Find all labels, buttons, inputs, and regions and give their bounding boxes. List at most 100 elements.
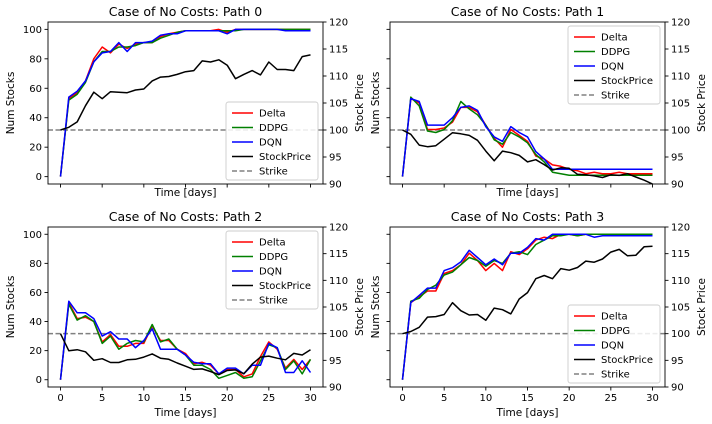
- y-tick-label: 40: [29, 317, 42, 328]
- x-tick-label: 10: [479, 393, 492, 404]
- y-right-tick-label: 115: [671, 45, 690, 56]
- y-right-tick-label: 120: [329, 18, 348, 29]
- x-axis-label: Time [days]: [495, 187, 558, 199]
- series-line-stockprice: [59, 333, 311, 376]
- y-tick-label: 100: [23, 25, 42, 36]
- chart-title: Case of No Costs: Path 1: [451, 4, 604, 19]
- chart-panel-0: 0 20 40 60 80 100 90 95 100 105 110 115 120 Case of N…: [5, 4, 366, 199]
- legend-label-delta: Delta: [259, 238, 286, 249]
- y-right-tick-label: 90: [671, 180, 684, 191]
- legend-box: [567, 304, 661, 384]
- legend-label-delta: Delta: [601, 33, 628, 44]
- legend: Delta DDPG DQN StockPrice Strike: [225, 101, 319, 181]
- y-right-axis-label: Stock Price: [696, 74, 708, 132]
- series-line-delta: [59, 301, 312, 380]
- x-tick-label: 30: [646, 393, 659, 404]
- series-line-stockprice: [60, 54, 311, 131]
- legend-label-stockprice: StockPrice: [601, 76, 653, 87]
- legend-label-stockprice: StockPrice: [601, 355, 653, 366]
- legend-box: [225, 101, 319, 181]
- y-tick-label: 0: [36, 172, 42, 183]
- chart-title: Case of No Costs: Path 3: [451, 209, 604, 224]
- y-right-tick-label: 115: [329, 249, 348, 260]
- legend-label-ddpg: DDPG: [601, 326, 630, 337]
- x-tick-label: 5: [441, 393, 447, 404]
- x-tick-label: 10: [137, 393, 150, 404]
- legend-label-dqn: DQN: [259, 267, 282, 278]
- y-right-tick-label: 120: [671, 223, 690, 234]
- y-right-tick-label: 120: [671, 18, 690, 29]
- x-tick-label: 20: [563, 393, 576, 404]
- series-line-dqn: [59, 28, 311, 177]
- legend-label-stockprice: StockPrice: [259, 152, 311, 163]
- legend-label-dqn: DQN: [601, 62, 624, 73]
- y-right-axis-label: Stock Price: [354, 74, 366, 132]
- y-right-tick-label: 100: [671, 126, 690, 137]
- legend-label-delta: Delta: [601, 312, 628, 323]
- y-right-tick-label: 95: [671, 153, 684, 164]
- legend: Delta DDPG DQN StockPrice Strike: [225, 230, 319, 310]
- legend: Delta DDPG DQN StockPrice Strike: [567, 304, 661, 384]
- y-right-tick-label: 95: [329, 356, 342, 367]
- legend: Delta DDPG DQN StockPrice Strike: [567, 25, 661, 105]
- y-right-tick-label: 120: [329, 223, 348, 234]
- series-line-stockprice: [402, 129, 653, 185]
- legend-label-strike: Strike: [259, 167, 288, 178]
- legend-label-delta: Delta: [259, 109, 286, 120]
- legend-label-ddpg: DDPG: [259, 123, 288, 134]
- y-axis-label: Num Stocks: [5, 72, 17, 135]
- series-line-stockprice: [402, 245, 653, 335]
- y-right-tick-label: 100: [329, 126, 348, 137]
- chart-title: Case of No Costs: Path 0: [109, 4, 262, 19]
- x-tick-label: 25: [604, 393, 617, 404]
- y-tick-label: 0: [36, 375, 42, 386]
- legend-label-strike: Strike: [259, 296, 288, 307]
- x-tick-label: 15: [521, 393, 534, 404]
- series-line-dqn: [401, 97, 653, 177]
- y-axis-label: Num Stocks: [5, 276, 17, 339]
- x-axis-label: Time [days]: [153, 187, 216, 199]
- x-tick-label: 25: [262, 393, 275, 404]
- legend-label-strike: Strike: [601, 91, 630, 102]
- y-right-axis-label: Stock Price: [696, 278, 708, 336]
- y-tick-label: 80: [29, 54, 42, 65]
- legend-label-ddpg: DDPG: [601, 47, 630, 58]
- y-right-tick-label: 105: [329, 99, 348, 110]
- x-axis-label: Time [days]: [153, 407, 216, 419]
- y-tick-label: 60: [29, 84, 42, 95]
- y-right-tick-label: 105: [671, 303, 690, 314]
- y-right-tick-label: 115: [671, 249, 690, 260]
- legend-label-strike: Strike: [601, 370, 630, 381]
- legend-label-dqn: DQN: [601, 341, 624, 352]
- x-tick-label: 30: [304, 393, 317, 404]
- legend-box: [567, 25, 661, 105]
- y-right-tick-label: 110: [671, 72, 690, 83]
- series-line-ddpg: [59, 303, 312, 380]
- x-tick-label: 5: [99, 393, 105, 404]
- y-right-tick-label: 100: [329, 329, 348, 340]
- y-tick-label: 100: [23, 230, 42, 241]
- y-right-tick-label: 115: [329, 45, 348, 56]
- y-right-tick-label: 105: [329, 303, 348, 314]
- x-tick-label: 20: [221, 393, 234, 404]
- y-right-tick-label: 95: [329, 153, 342, 164]
- y-tick-label: 20: [29, 346, 42, 357]
- y-right-tick-label: 100: [671, 329, 690, 340]
- y-tick-label: 40: [29, 113, 42, 124]
- y-right-tick-label: 95: [671, 356, 684, 367]
- legend-label-dqn: DQN: [259, 138, 282, 149]
- x-tick-label: 0: [57, 393, 63, 404]
- x-tick-label: 0: [399, 393, 405, 404]
- series-line-delta: [401, 97, 653, 177]
- legend-label-stockprice: StockPrice: [259, 281, 311, 292]
- y-tick-label: 80: [29, 259, 42, 270]
- y-tick-label: 60: [29, 288, 42, 299]
- y-axis-label: Num Stocks: [370, 72, 382, 135]
- y-right-tick-label: 110: [329, 276, 348, 287]
- y-right-tick-label: 90: [671, 383, 684, 394]
- x-tick-label: 15: [179, 393, 192, 404]
- series-line-dqn: [59, 300, 312, 380]
- chart-panel-3: 0 5 10 15 20 25 30 90 95 100 105 110 115 120 Case of N…: [370, 209, 708, 419]
- y-axis-label: Num Stocks: [370, 276, 382, 339]
